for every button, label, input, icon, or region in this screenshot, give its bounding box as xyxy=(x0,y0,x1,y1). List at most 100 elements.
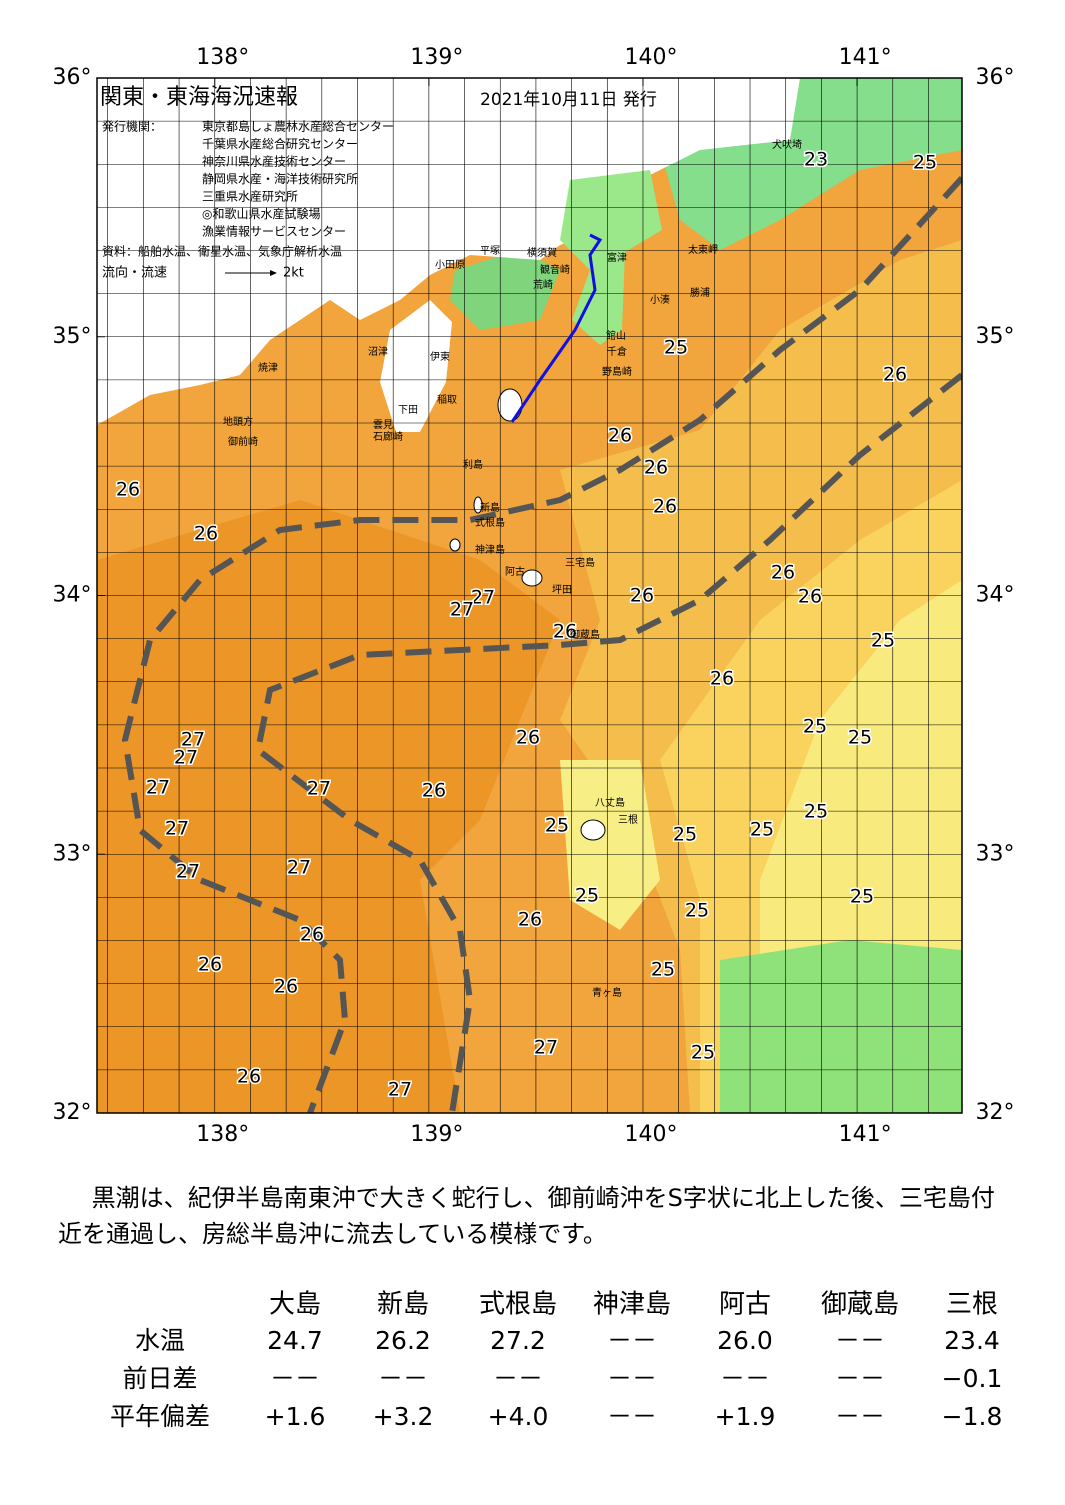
table-cell: 27.2 xyxy=(490,1326,546,1355)
table-cell: 26.2 xyxy=(375,1326,431,1355)
place-name: 神津島 xyxy=(475,543,505,556)
map: 関東・東海海況速報 2021年10月11日 発行 発行機関： 資料：船舶水温、衛… xyxy=(53,45,1015,1147)
flow-scale-arrowhead xyxy=(270,270,277,276)
isotherm-label: 27 xyxy=(307,778,331,800)
place-name: 伊東 xyxy=(430,350,450,363)
isotherm-label: 26 xyxy=(518,909,542,931)
x-tick-label: 141° xyxy=(839,1122,892,1147)
issuer: 漁業情報サービスセンター xyxy=(202,225,346,239)
issuer-label: 発行機関： xyxy=(102,119,162,134)
table-cell: 24.7 xyxy=(267,1326,323,1355)
isotherm-label: 25 xyxy=(871,630,895,652)
isotherm-label: 26 xyxy=(553,621,577,643)
table-cell: －－ xyxy=(493,1364,543,1393)
row-header: 前日差 xyxy=(122,1364,197,1393)
place-name: 太東岬 xyxy=(688,243,718,256)
y-tick-label: 32° xyxy=(976,1100,1015,1125)
place-name: 下田 xyxy=(398,405,418,416)
table-cell: －－ xyxy=(607,1402,657,1431)
table-cell: －－ xyxy=(270,1364,320,1393)
y-tick-label: 34° xyxy=(976,583,1015,608)
isotherm-label: 27 xyxy=(287,857,311,879)
map-title: 関東・東海海況速報 xyxy=(100,85,298,110)
place-name: 千倉 xyxy=(607,345,627,358)
place-name: 稲取 xyxy=(437,394,457,406)
isotherm-label: 26 xyxy=(237,1066,261,1088)
place-name: 石廊崎 xyxy=(373,430,403,443)
isotherm-label: 25 xyxy=(673,824,697,846)
place-name: 小湊 xyxy=(650,293,670,306)
data-source: 資料：船舶水温、衛星水温、気象庁解析水温 xyxy=(102,244,342,259)
place-name: 三宅島 xyxy=(565,556,595,569)
x-tick-label: 139° xyxy=(410,1122,463,1147)
x-tick-label: 140° xyxy=(624,1122,677,1147)
table-cell: −1.8 xyxy=(942,1402,1003,1431)
table-cell: －－ xyxy=(835,1364,885,1393)
isotherm-label: 27 xyxy=(165,818,189,840)
table-cell: －－ xyxy=(607,1364,657,1393)
place-name: 新島 xyxy=(480,501,500,514)
place-name: 観音崎 xyxy=(540,263,570,276)
isotherm-label: 25 xyxy=(685,900,709,922)
place-name: 御蔵島 xyxy=(570,628,600,641)
place-name: 坪田 xyxy=(552,583,572,596)
y-tick-label: 32° xyxy=(53,1100,92,1125)
isotherm-label: 26 xyxy=(644,457,668,479)
table-cell: 26.0 xyxy=(717,1326,773,1355)
issuer: 千葉県水産総合研究センター xyxy=(202,136,358,151)
issuer: ◎和歌山県水産試験場 xyxy=(202,206,320,221)
place-name: 勝浦 xyxy=(690,286,710,299)
isotherm-label: 25 xyxy=(651,959,675,981)
y-tick-label: 33° xyxy=(976,841,1015,866)
column-header: 新島 xyxy=(377,1290,429,1320)
place-name: 沼津 xyxy=(368,345,388,358)
isotherm-label: 27 xyxy=(388,1079,412,1101)
place-name: 利島 xyxy=(463,458,483,471)
isotherm-label: 26 xyxy=(274,976,298,998)
place-name: 八丈島 xyxy=(595,796,625,809)
isotherm-label: 25 xyxy=(664,337,688,359)
y-tick-label: 35° xyxy=(53,324,92,349)
isotherm-label: 27 xyxy=(534,1037,558,1059)
y-tick-label: 33° xyxy=(53,841,92,866)
isotherm-label: 26 xyxy=(630,585,654,607)
isotherm-label: 27 xyxy=(176,861,200,883)
isotherm-label: 27 xyxy=(450,599,474,621)
table-cell: －－ xyxy=(720,1364,770,1393)
x-tick-label: 138° xyxy=(196,45,249,70)
isotherm-label: 27 xyxy=(181,729,205,751)
map-background xyxy=(97,78,962,1113)
isotherm-label: 27 xyxy=(471,587,495,609)
table-cell: －－ xyxy=(607,1326,657,1355)
place-name: 平塚 xyxy=(480,245,500,257)
isotherm-label: 26 xyxy=(771,562,795,584)
isotherm-label: 25 xyxy=(575,885,599,907)
place-name: 野島崎 xyxy=(602,365,632,378)
isotherm-label: 23 xyxy=(804,149,828,171)
isotherm-label: 26 xyxy=(653,496,677,518)
table-cell: －－ xyxy=(835,1402,885,1431)
isotherm-label: 25 xyxy=(803,716,827,738)
y-tick-label: 36° xyxy=(976,65,1015,90)
y-tick-label: 35° xyxy=(976,324,1015,349)
isotherm-label: 25 xyxy=(804,801,828,823)
place-name: 青ヶ島 xyxy=(592,986,622,999)
issuer: 静岡県水産・海洋技術研究所 xyxy=(202,171,358,186)
place-name: 式根島 xyxy=(475,516,505,529)
isotherm-label: 25 xyxy=(691,1042,715,1064)
column-header: 三根 xyxy=(946,1290,998,1320)
place-name: 小田原 xyxy=(435,259,465,271)
row-header: 平年偏差 xyxy=(110,1402,210,1431)
column-header: 神津島 xyxy=(593,1290,671,1320)
place-name: 三根 xyxy=(618,813,638,826)
isotherm-label: 25 xyxy=(545,815,569,837)
x-tick-label: 138° xyxy=(196,1122,249,1147)
isotherm-label: 26 xyxy=(198,954,222,976)
issuer: 東京都島しょ農林水産総合センター xyxy=(202,119,394,134)
flow-label: 流向・流速 xyxy=(102,265,167,281)
column-header: 大島 xyxy=(269,1290,321,1320)
place-name: 雲見 xyxy=(373,419,393,431)
y-tick-label: 34° xyxy=(53,583,92,608)
table-cell: －－ xyxy=(378,1364,428,1393)
